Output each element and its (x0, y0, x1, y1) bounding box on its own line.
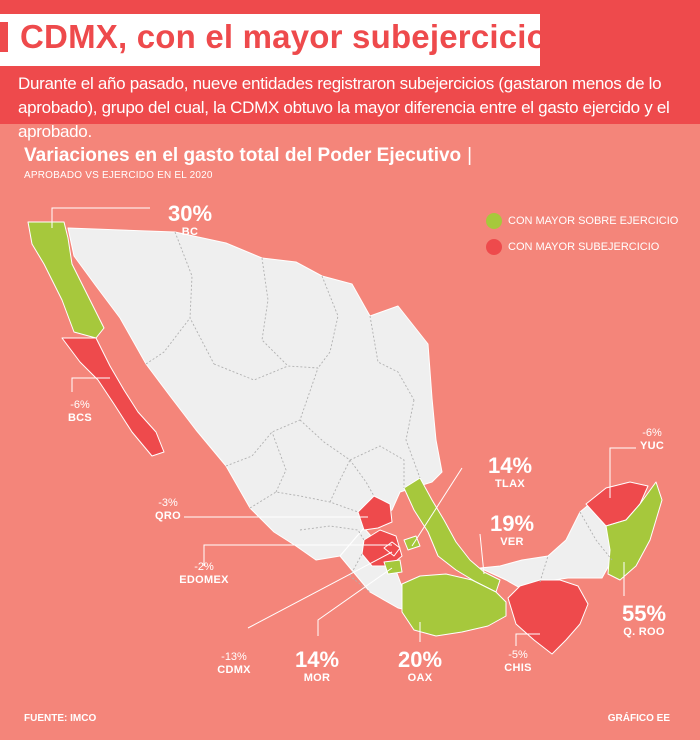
label-yuc: -6% YUC (630, 426, 674, 452)
label-bcs: -6% BCS (58, 398, 102, 424)
leader-tlax (411, 467, 463, 547)
leader-yuc (609, 447, 636, 498)
label-ver: 19% VER (480, 511, 544, 549)
label-qro-value: -3% (158, 497, 178, 509)
legend-label-underspend: CON MAYOR SUBEJERCICIO (508, 241, 660, 253)
map-land-mainland (67, 227, 443, 561)
leader-bcs (71, 377, 110, 392)
subtitle-pipe: | (467, 145, 473, 166)
map-boundary-10 (271, 431, 287, 493)
map-state-ver (403, 477, 501, 593)
label-chis: -5% CHIS (498, 648, 538, 674)
footer-source: FUENTE: IMCO (24, 713, 97, 724)
label-bcs-value: -6% (70, 399, 90, 411)
label-bc: 30% BC (160, 201, 220, 239)
label-cdmx: -13% CDMX (212, 650, 256, 676)
label-chis-state: CHIS (504, 662, 532, 674)
label-edomex: -2% EDOMEX (174, 560, 234, 586)
map-boundary-9 (249, 491, 359, 513)
map-boundary-4 (369, 315, 415, 401)
legend-label-overspend: CON MAYOR SOBRE EJERCICIO (508, 215, 679, 227)
map-state-oax (401, 573, 507, 637)
leader-ver (479, 533, 485, 575)
label-qroo: 55% Q. ROO (612, 601, 676, 639)
label-tlax-value: 14% (487, 453, 533, 478)
map-boundary-13 (349, 553, 371, 593)
leader-mor (317, 567, 393, 636)
map-boundary-3 (317, 275, 339, 369)
map-boundary-16 (539, 555, 549, 583)
map-boundary-8 (349, 445, 405, 488)
label-qro-state: QRO (155, 510, 181, 522)
legend-swatch-red (486, 239, 502, 255)
map-state-qro (357, 495, 393, 531)
label-qroo-state: Q. ROO (623, 626, 665, 638)
label-edomex-value: -2% (194, 561, 214, 573)
map-boundary-14 (145, 317, 191, 365)
label-edomex-state: EDOMEX (179, 574, 229, 586)
map-boundary-15 (405, 399, 421, 479)
intro-text: Durante el año pasado, nueve entidades r… (18, 74, 670, 141)
map-boundary-11 (329, 459, 351, 503)
map-boundary-1 (174, 231, 215, 365)
map-state-qroo (605, 481, 663, 581)
leader-bc (51, 207, 150, 228)
label-ver-value: 19% (489, 511, 535, 536)
label-cdmx-value: -13% (221, 651, 247, 663)
label-tlax-state: TLAX (495, 478, 525, 490)
label-qro: -3% QRO (148, 496, 188, 522)
map-boundary-17 (579, 511, 613, 561)
map-state-bc (27, 221, 105, 339)
map-state-bcs (61, 337, 165, 457)
label-tlax: 14% TLAX (478, 453, 542, 491)
leader-edomex (203, 544, 392, 566)
title-accent (0, 22, 8, 52)
label-mor-value: 14% (294, 647, 340, 672)
label-oax-state: OAX (407, 672, 433, 684)
map-boundary-2 (261, 257, 319, 369)
label-cdmx-state: CDMX (217, 664, 251, 676)
label-ver-state: VER (500, 536, 524, 548)
label-yuc-state: YUC (639, 440, 665, 452)
label-bc-state: BC (181, 226, 199, 238)
leader-chis (515, 633, 540, 646)
title-bar (0, 14, 540, 66)
legend-item-overspend: CON MAYOR SOBRE EJERCICIO (486, 213, 678, 229)
chart-subtitle: Variaciones en el gasto total del Poder … (24, 145, 472, 167)
label-bcs-state: BCS (67, 412, 93, 424)
label-mor: 14% MOR (286, 647, 348, 685)
legend-swatch-green (486, 213, 502, 229)
label-oax-value: 20% (397, 647, 443, 672)
legend-item-underspend: CON MAYOR SUBEJERCICIO (486, 239, 678, 255)
label-chis-value: -5% (508, 649, 528, 661)
chart-caption: APROBADO VS EJERCIDO EN EL 2020 (24, 170, 213, 181)
map-boundary-12 (299, 525, 365, 541)
label-bc-value: 30% (167, 201, 213, 226)
map-state-chis (507, 579, 589, 655)
legend: CON MAYOR SOBRE EJERCICIO CON MAYOR SUBE… (486, 213, 678, 265)
footer-credit: GRÁFICO EE (607, 713, 670, 724)
leader-cdmx (247, 551, 393, 629)
label-yuc-value: -6% (642, 427, 662, 439)
chart-subtitle-text: Variaciones en el gasto total del Poder … (24, 145, 462, 166)
label-oax: 20% OAX (388, 647, 452, 685)
page-title: CDMX, con el mayor subejercicio (20, 18, 548, 55)
label-qroo-value: 55% (621, 601, 667, 626)
label-mor-state: MOR (303, 672, 331, 684)
